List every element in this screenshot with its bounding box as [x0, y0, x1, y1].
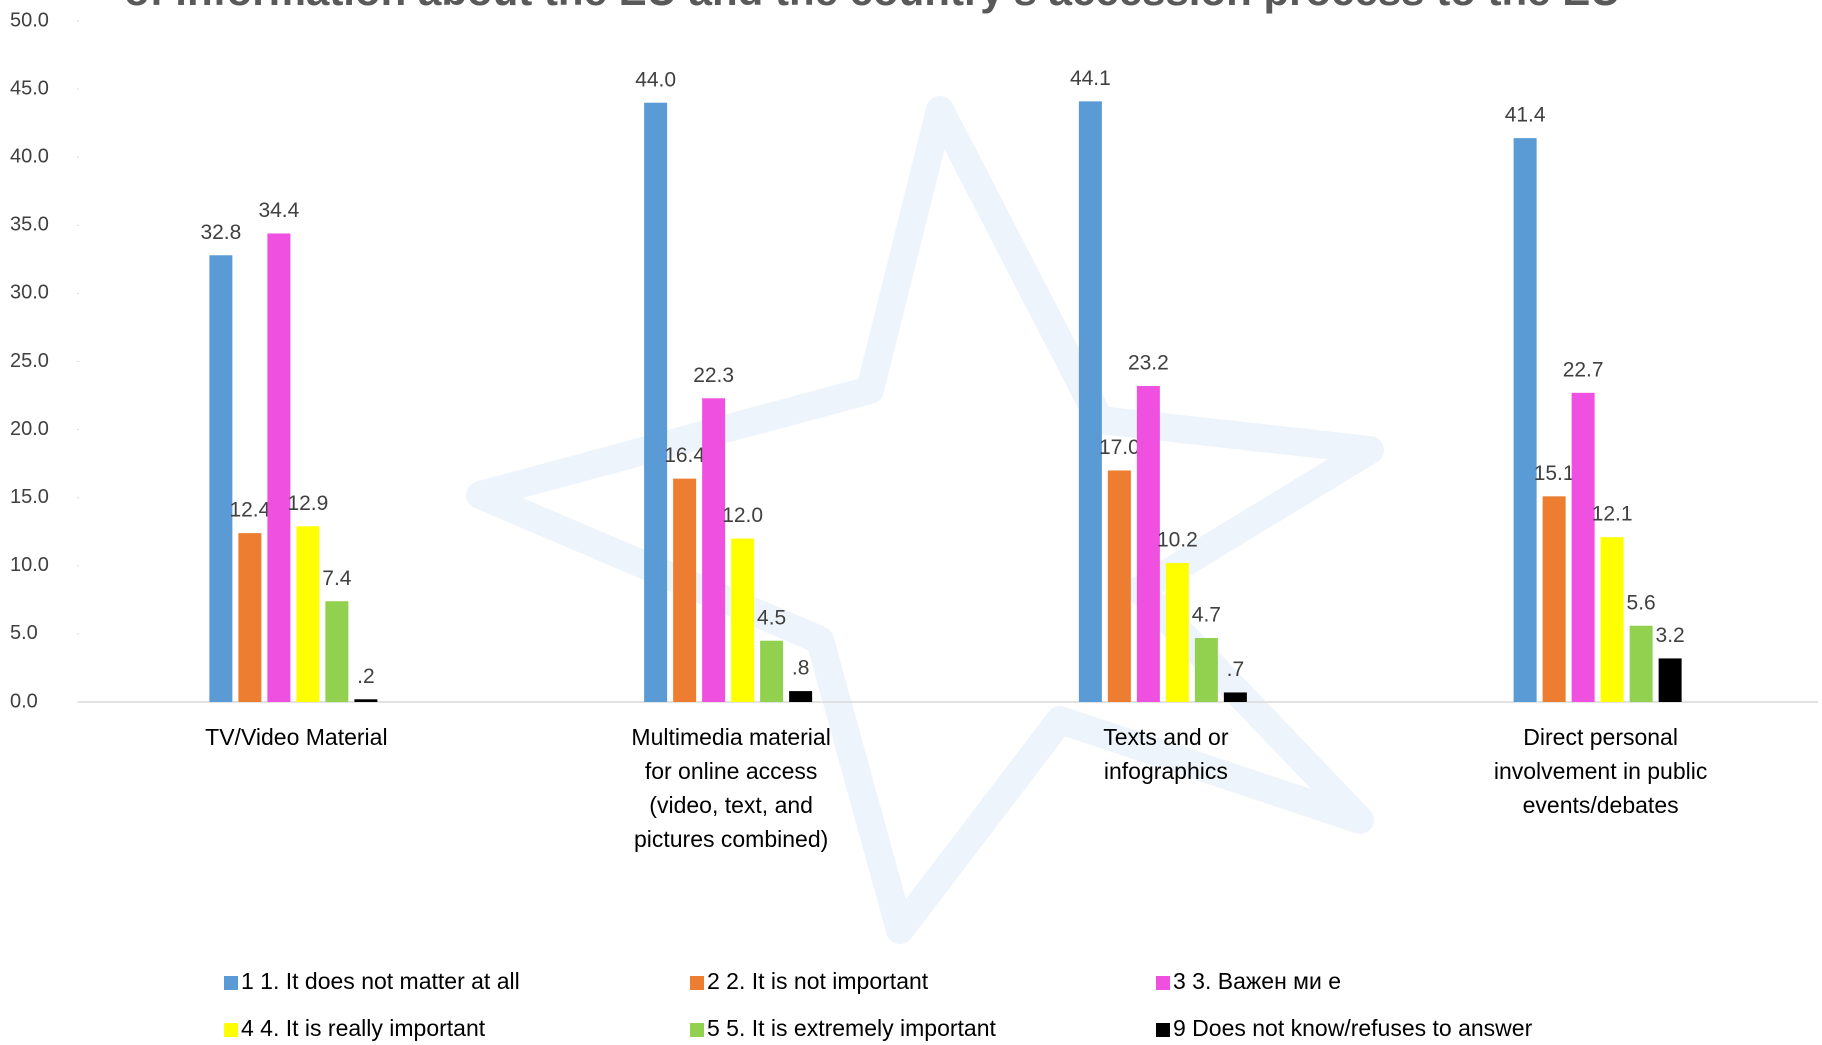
legend-swatch	[224, 1023, 238, 1037]
data-label: 4.7	[1192, 604, 1221, 627]
data-label: 16.4	[664, 444, 705, 467]
x-tick-label: TV/Video Material	[181, 720, 411, 754]
y-tick-label: 5.0	[10, 622, 38, 644]
data-label: .8	[792, 657, 810, 680]
bar	[1195, 638, 1218, 702]
bar	[1543, 496, 1566, 702]
y-tick-label: 15.0	[10, 486, 49, 508]
bar	[702, 398, 725, 702]
bar	[238, 533, 261, 702]
bar	[644, 103, 667, 702]
data-label: 3.2	[1656, 624, 1685, 647]
x-tick-box: Direct personal involvement in public ev…	[1486, 720, 1716, 940]
legend-label: 4 4. It is really important	[241, 1015, 486, 1041]
bar	[1659, 658, 1682, 702]
data-label: 12.9	[287, 492, 328, 515]
data-label: 22.3	[693, 364, 734, 387]
y-tick-label: 40.0	[10, 145, 49, 167]
data-label: 12.0	[722, 504, 763, 527]
legend-swatch	[224, 976, 238, 990]
y-tick-label: 45.0	[10, 77, 49, 99]
bar	[789, 691, 812, 702]
y-tick-label: 50.0	[10, 9, 49, 31]
data-label: 12.1	[1592, 503, 1633, 526]
legend-swatch	[1156, 1023, 1170, 1037]
y-tick-label: 25.0	[10, 350, 49, 372]
bar	[1224, 692, 1247, 702]
bar	[1572, 393, 1595, 702]
bar	[267, 233, 290, 702]
legend-label: 5 5. It is extremely important	[707, 1015, 996, 1041]
data-label: 41.4	[1505, 104, 1546, 127]
data-label: 17.0	[1099, 436, 1140, 459]
x-tick-box: TV/Video Material	[181, 720, 411, 940]
chart-title: of information about the EU and the coun…	[124, 0, 1764, 20]
bar	[296, 526, 319, 702]
bar	[1079, 101, 1102, 702]
bar	[354, 699, 377, 702]
legend-swatch	[1156, 976, 1170, 990]
bar	[1108, 470, 1131, 702]
x-tick-label: Texts and or infographics	[1051, 720, 1281, 788]
x-tick-box: Multimedia material for online access (v…	[616, 720, 846, 940]
bar	[731, 539, 754, 702]
data-label: 22.7	[1563, 358, 1604, 381]
legend-label: 9 Does not know/refuses to answer	[1173, 1015, 1533, 1041]
bar	[1166, 563, 1189, 702]
legend-swatch	[690, 1023, 704, 1037]
bar	[209, 255, 232, 702]
data-label: .7	[1227, 658, 1245, 681]
data-label: 32.8	[200, 221, 241, 244]
y-tick-label: 0.0	[10, 690, 38, 712]
bar	[1630, 626, 1653, 702]
data-label: .2	[357, 665, 375, 688]
y-tick-label: 20.0	[10, 418, 49, 440]
data-label: 23.2	[1128, 352, 1169, 375]
data-label: 34.4	[258, 199, 299, 222]
y-tick-label: 10.0	[10, 554, 49, 576]
title-box: of information about the EU and the coun…	[124, 0, 1764, 92]
data-label: 15.1	[1534, 462, 1575, 485]
bar	[760, 641, 783, 702]
x-tick-box: Texts and or infographics	[1051, 720, 1281, 940]
y-tick-label: 30.0	[10, 282, 49, 304]
bar	[673, 479, 696, 702]
bar	[325, 601, 348, 702]
chart: of information about the EU and the coun…	[0, 0, 1822, 1045]
bar	[1601, 537, 1624, 702]
legend-label: 2 2. It is not important	[707, 968, 929, 994]
data-label: 44.1	[1070, 67, 1111, 90]
bar	[1514, 138, 1537, 702]
data-label: 12.4	[229, 499, 270, 522]
data-label: 44.0	[635, 68, 676, 91]
legend-label: 1 1. It does not matter at all	[241, 968, 520, 994]
data-label: 7.4	[322, 567, 352, 590]
data-label: 4.5	[757, 606, 786, 629]
x-tick-label: Multimedia material for online access (v…	[616, 720, 846, 856]
y-tick-label: 35.0	[10, 214, 49, 236]
legend-label: 3 3. Важен ми е	[1173, 968, 1341, 994]
legend-swatch	[690, 976, 704, 990]
data-label: 10.2	[1157, 529, 1198, 552]
x-tick-label: Direct personal involvement in public ev…	[1486, 720, 1716, 822]
data-label: 5.6	[1627, 591, 1656, 614]
